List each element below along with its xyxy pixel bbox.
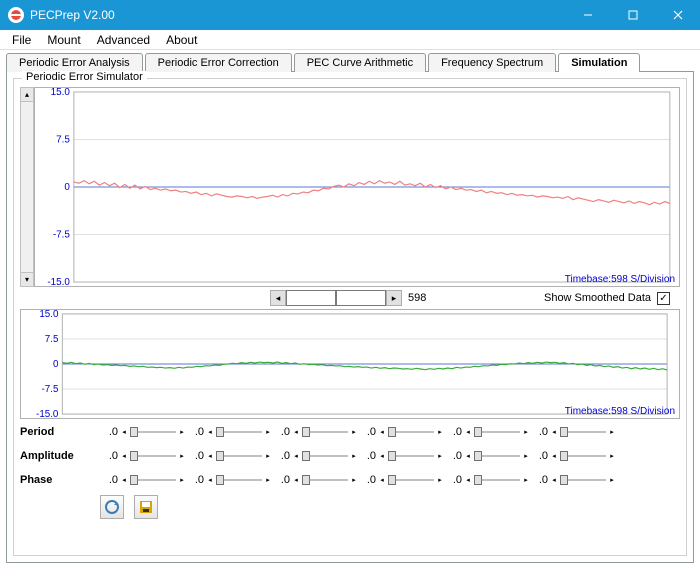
chart1: -15.0 -7.5 0 7.5 15.0 Timebase:598 S/Divisio…: [34, 87, 680, 287]
chart2: -15.0 -7.5 0 7.5 15.0 Timebase:598 S/Divisio…: [20, 309, 680, 419]
slider-value: .0: [100, 450, 118, 462]
chart1-timebase: Timebase:598 S/Division: [565, 274, 675, 285]
svg-text:-15.0: -15.0: [36, 409, 59, 418]
svg-text:0: 0: [53, 359, 59, 370]
close-button[interactable]: [655, 0, 700, 30]
refresh-icon: [104, 499, 120, 515]
slider[interactable]: ◂▸: [464, 471, 530, 489]
refresh-button[interactable]: [100, 495, 124, 519]
slider-value: .0: [444, 474, 462, 486]
param-row-period: Period.0◂▸.0◂▸.0◂▸.0◂▸.0◂▸.0◂▸: [20, 423, 680, 441]
slider-value: .0: [272, 474, 290, 486]
app-icon: [8, 7, 24, 23]
slider-value: .0: [100, 426, 118, 438]
slider[interactable]: ◂▸: [550, 471, 616, 489]
slider[interactable]: ◂▸: [120, 423, 186, 441]
timebase-spinner[interactable]: ◂ ▸ 598: [270, 290, 426, 306]
slider-value: .0: [358, 426, 376, 438]
param-label: Phase: [20, 474, 100, 486]
slider[interactable]: ◂▸: [550, 423, 616, 441]
menubar: File Mount Advanced About: [0, 30, 700, 50]
svg-text:-7.5: -7.5: [53, 229, 71, 240]
tab-pe-analysis[interactable]: Periodic Error Analysis: [6, 53, 143, 72]
slider-value: .0: [272, 450, 290, 462]
slider[interactable]: ◂▸: [464, 423, 530, 441]
spin-track2[interactable]: [336, 290, 386, 306]
slider-value: .0: [358, 450, 376, 462]
svg-text:7.5: 7.5: [45, 334, 59, 345]
tab-freq-spectrum[interactable]: Frequency Spectrum: [428, 53, 556, 72]
save-button[interactable]: [134, 495, 158, 519]
spin-left-icon[interactable]: ◂: [270, 290, 286, 306]
maximize-button[interactable]: [610, 0, 655, 30]
titlebar: PECPrep V2.00: [0, 0, 700, 30]
slider[interactable]: ◂▸: [292, 447, 358, 465]
slider-value: .0: [444, 426, 462, 438]
slider-value: .0: [530, 426, 548, 438]
chart1-vscroll[interactable]: ▴▾: [20, 87, 34, 287]
menu-about[interactable]: About: [158, 31, 205, 49]
slider[interactable]: ◂▸: [464, 447, 530, 465]
slider[interactable]: ◂▸: [206, 423, 272, 441]
tab-simulation[interactable]: Simulation: [558, 53, 640, 72]
svg-text:-15.0: -15.0: [47, 277, 70, 286]
param-label: Amplitude: [20, 450, 100, 462]
slider-value: .0: [530, 450, 548, 462]
tab-pe-correction[interactable]: Periodic Error Correction: [145, 53, 292, 72]
svg-text:-7.5: -7.5: [42, 384, 59, 395]
slider[interactable]: ◂▸: [378, 471, 444, 489]
slider[interactable]: ◂▸: [206, 447, 272, 465]
simulator-groupbox: Periodic Error Simulator ▴▾ -15.0-7.507.…: [13, 78, 687, 556]
minimize-button[interactable]: [565, 0, 610, 30]
spin-value: 598: [408, 292, 426, 304]
groupbox-title: Periodic Error Simulator: [22, 71, 147, 83]
spin-track[interactable]: [286, 290, 336, 306]
window-title: PECPrep V2.00: [30, 8, 565, 22]
param-label: Period: [20, 426, 100, 438]
slider-value: .0: [272, 426, 290, 438]
smoothed-label: Show Smoothed Data: [544, 292, 651, 304]
menu-file[interactable]: File: [4, 31, 39, 49]
slider[interactable]: ◂▸: [378, 423, 444, 441]
slider-value: .0: [186, 474, 204, 486]
slider[interactable]: ◂▸: [206, 471, 272, 489]
slider[interactable]: ◂▸: [120, 471, 186, 489]
spin-right-icon[interactable]: ▸: [386, 290, 402, 306]
param-row-amplitude: Amplitude.0◂▸.0◂▸.0◂▸.0◂▸.0◂▸.0◂▸: [20, 447, 680, 465]
svg-text:7.5: 7.5: [56, 134, 70, 145]
slider-value: .0: [358, 474, 376, 486]
svg-text:15.0: 15.0: [51, 88, 71, 98]
save-icon: [138, 499, 154, 515]
menu-advanced[interactable]: Advanced: [89, 31, 158, 49]
slider[interactable]: ◂▸: [378, 447, 444, 465]
slider[interactable]: ◂▸: [292, 423, 358, 441]
slider-value: .0: [444, 450, 462, 462]
menu-mount[interactable]: Mount: [39, 31, 88, 49]
slider-value: .0: [530, 474, 548, 486]
slider-value: .0: [100, 474, 118, 486]
slider-value: .0: [186, 450, 204, 462]
slider[interactable]: ◂▸: [292, 471, 358, 489]
smoothed-checkbox[interactable]: ✓: [657, 292, 670, 305]
svg-text:15.0: 15.0: [39, 310, 59, 320]
slider[interactable]: ◂▸: [120, 447, 186, 465]
chart2-timebase: Timebase:598 S/Division: [565, 406, 675, 417]
svg-text:0: 0: [64, 182, 70, 193]
slider[interactable]: ◂▸: [550, 447, 616, 465]
tab-strip: Periodic Error Analysis Periodic Error C…: [6, 52, 694, 71]
tab-pec-curve[interactable]: PEC Curve Arithmetic: [294, 53, 426, 72]
param-row-phase: Phase.0◂▸.0◂▸.0◂▸.0◂▸.0◂▸.0◂▸: [20, 471, 680, 489]
slider-value: .0: [186, 426, 204, 438]
